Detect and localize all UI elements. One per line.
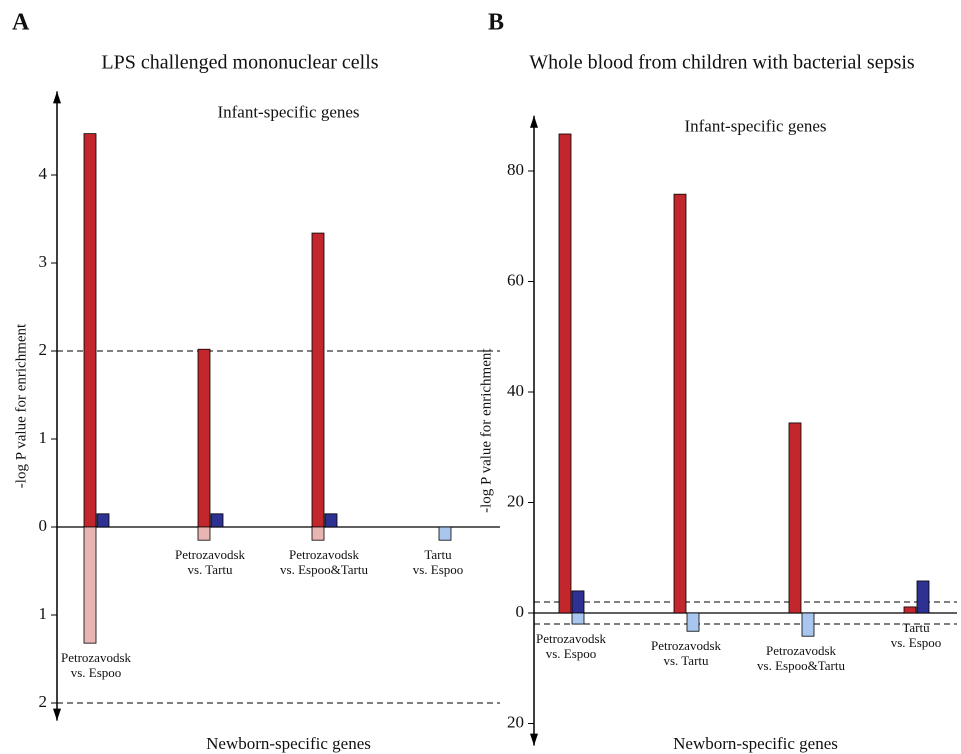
bar <box>311 526 325 541</box>
y-tick-label: 1 <box>39 428 48 447</box>
y-tick-label: 3 <box>39 252 48 271</box>
axis-arrow <box>53 708 61 721</box>
annotation: Newborn-specific genes <box>206 734 371 753</box>
y-tick-label: 80 <box>507 160 524 179</box>
bar <box>438 526 452 541</box>
y-tick-label: 0 <box>516 602 525 621</box>
axis-arrow <box>530 115 538 128</box>
bar <box>571 612 585 625</box>
bar <box>801 612 815 637</box>
x-tick-label: Petrozavodsk vs. Espoo&Tartu <box>757 643 845 673</box>
bar <box>210 513 224 528</box>
x-tick-label: Petrozavodsk vs. Tartu <box>651 638 722 668</box>
bar <box>903 606 917 614</box>
x-tick-label: Petrozavodsk vs. Tartu <box>175 547 246 577</box>
y-tick-label: 4 <box>39 164 48 183</box>
bar <box>673 193 687 614</box>
x-tick-label: Petrozavodsk vs. Espoo <box>536 631 607 661</box>
x-tick-label: Petrozavodsk vs. Espoo&Tartu <box>280 547 368 577</box>
bar <box>83 526 97 644</box>
x-tick-label: Tartu vs. Espoo <box>413 547 464 577</box>
axis-arrow <box>53 91 61 104</box>
y-tick-label: 20 <box>507 491 524 510</box>
y-tick-label: 40 <box>507 381 524 400</box>
y-tick-label: 60 <box>507 270 524 289</box>
bar <box>558 133 572 614</box>
bar <box>788 422 802 614</box>
annotation: Newborn-specific genes <box>673 734 838 753</box>
panel-title: LPS challenged mononuclear cells <box>101 52 378 74</box>
y-tick-label: 2 <box>39 692 48 711</box>
x-tick-label: Tartu vs. Espoo <box>891 620 942 650</box>
panel-label: A <box>12 10 30 36</box>
y-tick-label: 0 <box>39 516 48 535</box>
y-tick-label: 2 <box>39 340 48 359</box>
panel: B Whole blood from children with bacteria… <box>478 10 957 753</box>
bar <box>916 580 930 614</box>
bar <box>311 232 325 528</box>
annotation: Infant-specific genes <box>684 117 826 136</box>
y-tick-label: 1 <box>39 604 48 623</box>
y-axis-label: -log P value for enrichment <box>13 323 29 488</box>
y-tick-label: 20 <box>507 712 524 731</box>
bar <box>324 513 338 528</box>
bar <box>96 513 110 528</box>
panel-title: Whole blood from children with bacterial… <box>529 52 915 74</box>
annotation: Infant-specific genes <box>217 102 359 121</box>
panel-label: B <box>488 10 504 36</box>
bar <box>83 133 97 528</box>
bar <box>197 526 211 541</box>
x-tick-label: Petrozavodsk vs. Espoo <box>61 650 132 680</box>
y-axis-label: -log P value for enrichment <box>478 348 494 513</box>
bar <box>571 590 585 614</box>
bar <box>197 348 211 528</box>
bar <box>686 612 700 632</box>
panel: A LPS challenged mononuclear cells -log P … <box>12 10 500 753</box>
axis-arrow <box>530 733 538 746</box>
